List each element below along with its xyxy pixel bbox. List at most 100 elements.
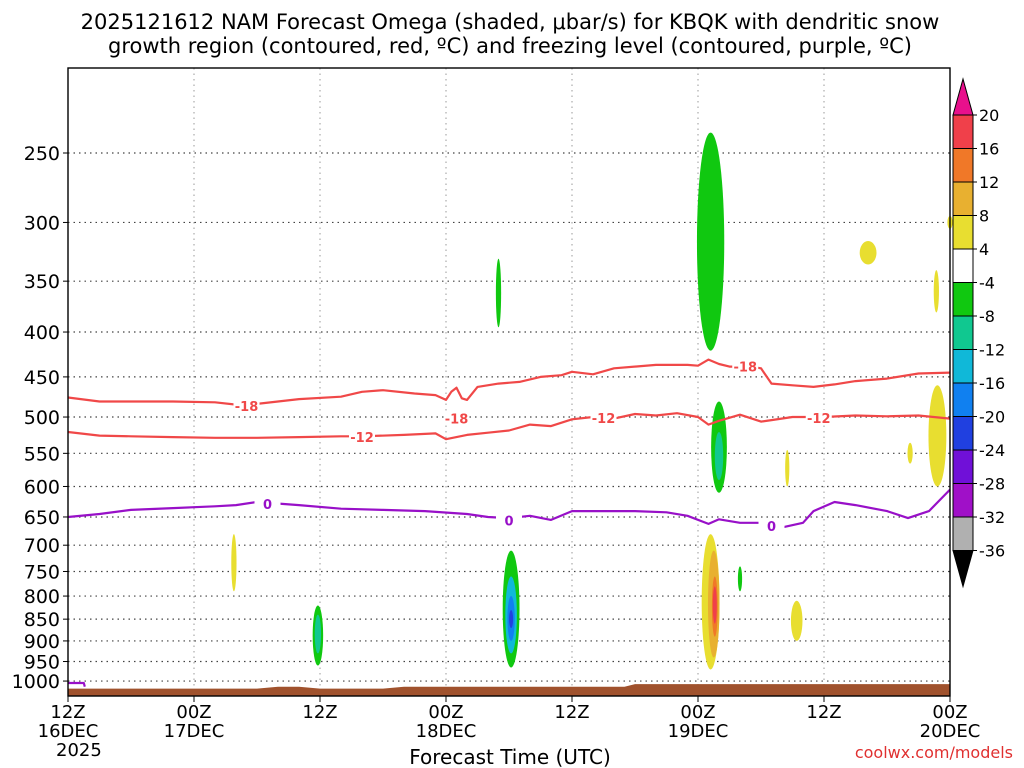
x-tick-label-12-1: 00Z [176,702,211,723]
omega-yellow-19dec-lowsmall [790,600,803,641]
y-tick-label-500: 500 [24,407,60,429]
omega-colorbar: 20 16 12 8 4 -4 -8 -12 -16 -20 -24 -28 -32 -36 [952,77,1005,589]
omega-yellow-17dec [231,534,237,592]
x-tick-label-48-1: 12Z [554,702,589,723]
y-tick-label-300: 300 [24,212,60,234]
y-tick-label-800: 800 [24,586,60,608]
colorbar-bin-4 [952,215,974,250]
omega-green-19dec-small [737,566,743,592]
colorbar-label-11: -28 [979,475,1005,494]
minus-12-isotherm-label-2: -12 [807,412,831,427]
colorbar-bin--20 [952,382,974,417]
colorbar-label-5: -4 [979,274,995,293]
x-tick-label-60-1: 00Z [680,702,715,723]
freezing-level-0c-line [67,488,951,529]
x-tick-label-60-2: 19DEC [668,721,729,742]
y-tick-label-600: 600 [24,476,60,498]
y-tick-label-850: 850 [24,609,60,631]
y-tick-label-900: 900 [24,631,60,653]
minus-12-isotherm-label-bg-0 [349,429,375,444]
freezing-level-0c-label-bg-2 [758,518,785,533]
freezing-level-sfc-fragment-line [68,681,86,687]
omega-green-18dec-mid [495,258,502,328]
y-tick-label-1000: 1000 [12,671,60,693]
minus-18-isotherm-line [67,358,951,406]
colorbar-label-2: 12 [979,173,999,192]
minus-18-isotherm-label-0: -18 [235,400,259,415]
colorbar-label-0: 20 [979,106,999,125]
x-tick-label-24-1: 12Z [302,702,337,723]
freezing-level-0c-label-bg-1 [496,512,522,527]
colorbar-bin--12 [952,315,974,350]
y-tick-label-650: 650 [24,507,60,529]
y-tick-label-400: 400 [24,322,60,344]
colorbar-bin-12 [952,148,974,183]
plot-frame [67,67,951,697]
minus-18-isotherm-label-2: -18 [734,361,758,376]
minus-12-isotherm-label-bg-1 [590,409,617,424]
colorbar-bin--36 [952,516,974,551]
colorbar-label-7: -12 [979,341,1005,360]
freezing-level-0c-label-0: 0 [263,498,272,513]
y-tick-label-450: 450 [24,367,60,389]
colorbar-label-6: -8 [979,307,995,326]
pressure-axis: 2503003504004505005506006507007508008509… [12,143,68,693]
x-tick-label-36-1: 00Z [428,702,463,723]
minus-18-isotherm-label-1: -18 [445,413,469,428]
colorbar-bin-8 [952,181,974,216]
colorbar-label-10: -24 [979,441,1005,460]
colorbar-bin--28 [952,449,974,484]
omega-teal-17dec-low [314,614,322,654]
colorbar-label-9: -20 [979,408,1005,427]
y-tick-label-950: 950 [24,652,60,674]
y-tick-label-700: 700 [24,535,60,557]
plot-area: -18 -18 -18 -12 -12 -12 0 0 0 [67,68,953,696]
x-tick-label-0-3: 2025 [56,740,102,761]
x-tick-label-0-2: 16DEC [38,721,99,742]
x-tick-label-36-2: 18DEC [416,721,477,742]
minus-12-isotherm-label-1: -12 [592,412,616,427]
y-tick-label-350: 350 [24,271,60,293]
y-tick-label-750: 750 [24,561,60,583]
colorbar-label-4: 4 [979,240,989,259]
x-axis-title: Forecast Time (UTC) [409,745,611,768]
omega-red-19dec-core [712,586,717,624]
omega-yellow-20dec-mid [928,385,947,487]
x-tick-label-12-2: 17DEC [164,721,225,742]
colorbar-bin--16 [952,349,974,384]
y-tick-label-250: 250 [24,143,60,165]
x-tick-label-72-1: 12Z [806,702,841,723]
y-tick-label-550: 550 [24,443,60,465]
omega-yellow-19dec-upper [859,241,877,265]
chart-title-line-2: growth region (contoured, red, ºC) and f… [108,34,912,58]
omega-yellow-19dec-mid [785,449,790,487]
minus-12-isotherm-label-bg-2 [805,409,832,424]
colorbar-bin-16 [952,114,974,149]
colorbar-label-8: -16 [979,374,1005,393]
x-tick-label-84-1: 00Z [932,702,967,723]
minus-18-isotherm-label-bg-0 [233,398,260,413]
minus-18-isotherm-label-bg-1 [443,410,470,425]
colorbar-bottom-triangle [952,550,974,589]
colorbar-label-13: -36 [979,542,1005,561]
colorbar-bin--4 [952,248,974,283]
omega-yellow-19dec-small [907,442,913,464]
omega-green-mid-upper-19dec [696,132,725,351]
x-tick-label-84-2: 20DEC [920,721,981,742]
colorbar-label-12: -32 [979,508,1005,527]
colorbar-label-3: 8 [979,207,989,226]
credit-text: coolwx.com/models [855,743,1013,762]
freezing-level-0c-label-2: 0 [767,520,776,535]
omega-purple-18dec-core [509,610,514,629]
x-tick-label-0-1: 12Z [50,702,85,723]
freezing-level-0c-label-1: 0 [504,514,513,529]
terrain-surface [68,684,950,696]
minus-12-isotherm-line [67,412,951,441]
colorbar-top-triangle [952,77,974,116]
minus-18-isotherm-label-bg-2 [732,358,759,373]
chart-title-line-1: 2025121612 NAM Forecast Omega (shaded, μ… [81,10,940,34]
omega-yellow-20dec-upper [933,270,939,313]
colorbar-bin--8 [952,282,974,317]
